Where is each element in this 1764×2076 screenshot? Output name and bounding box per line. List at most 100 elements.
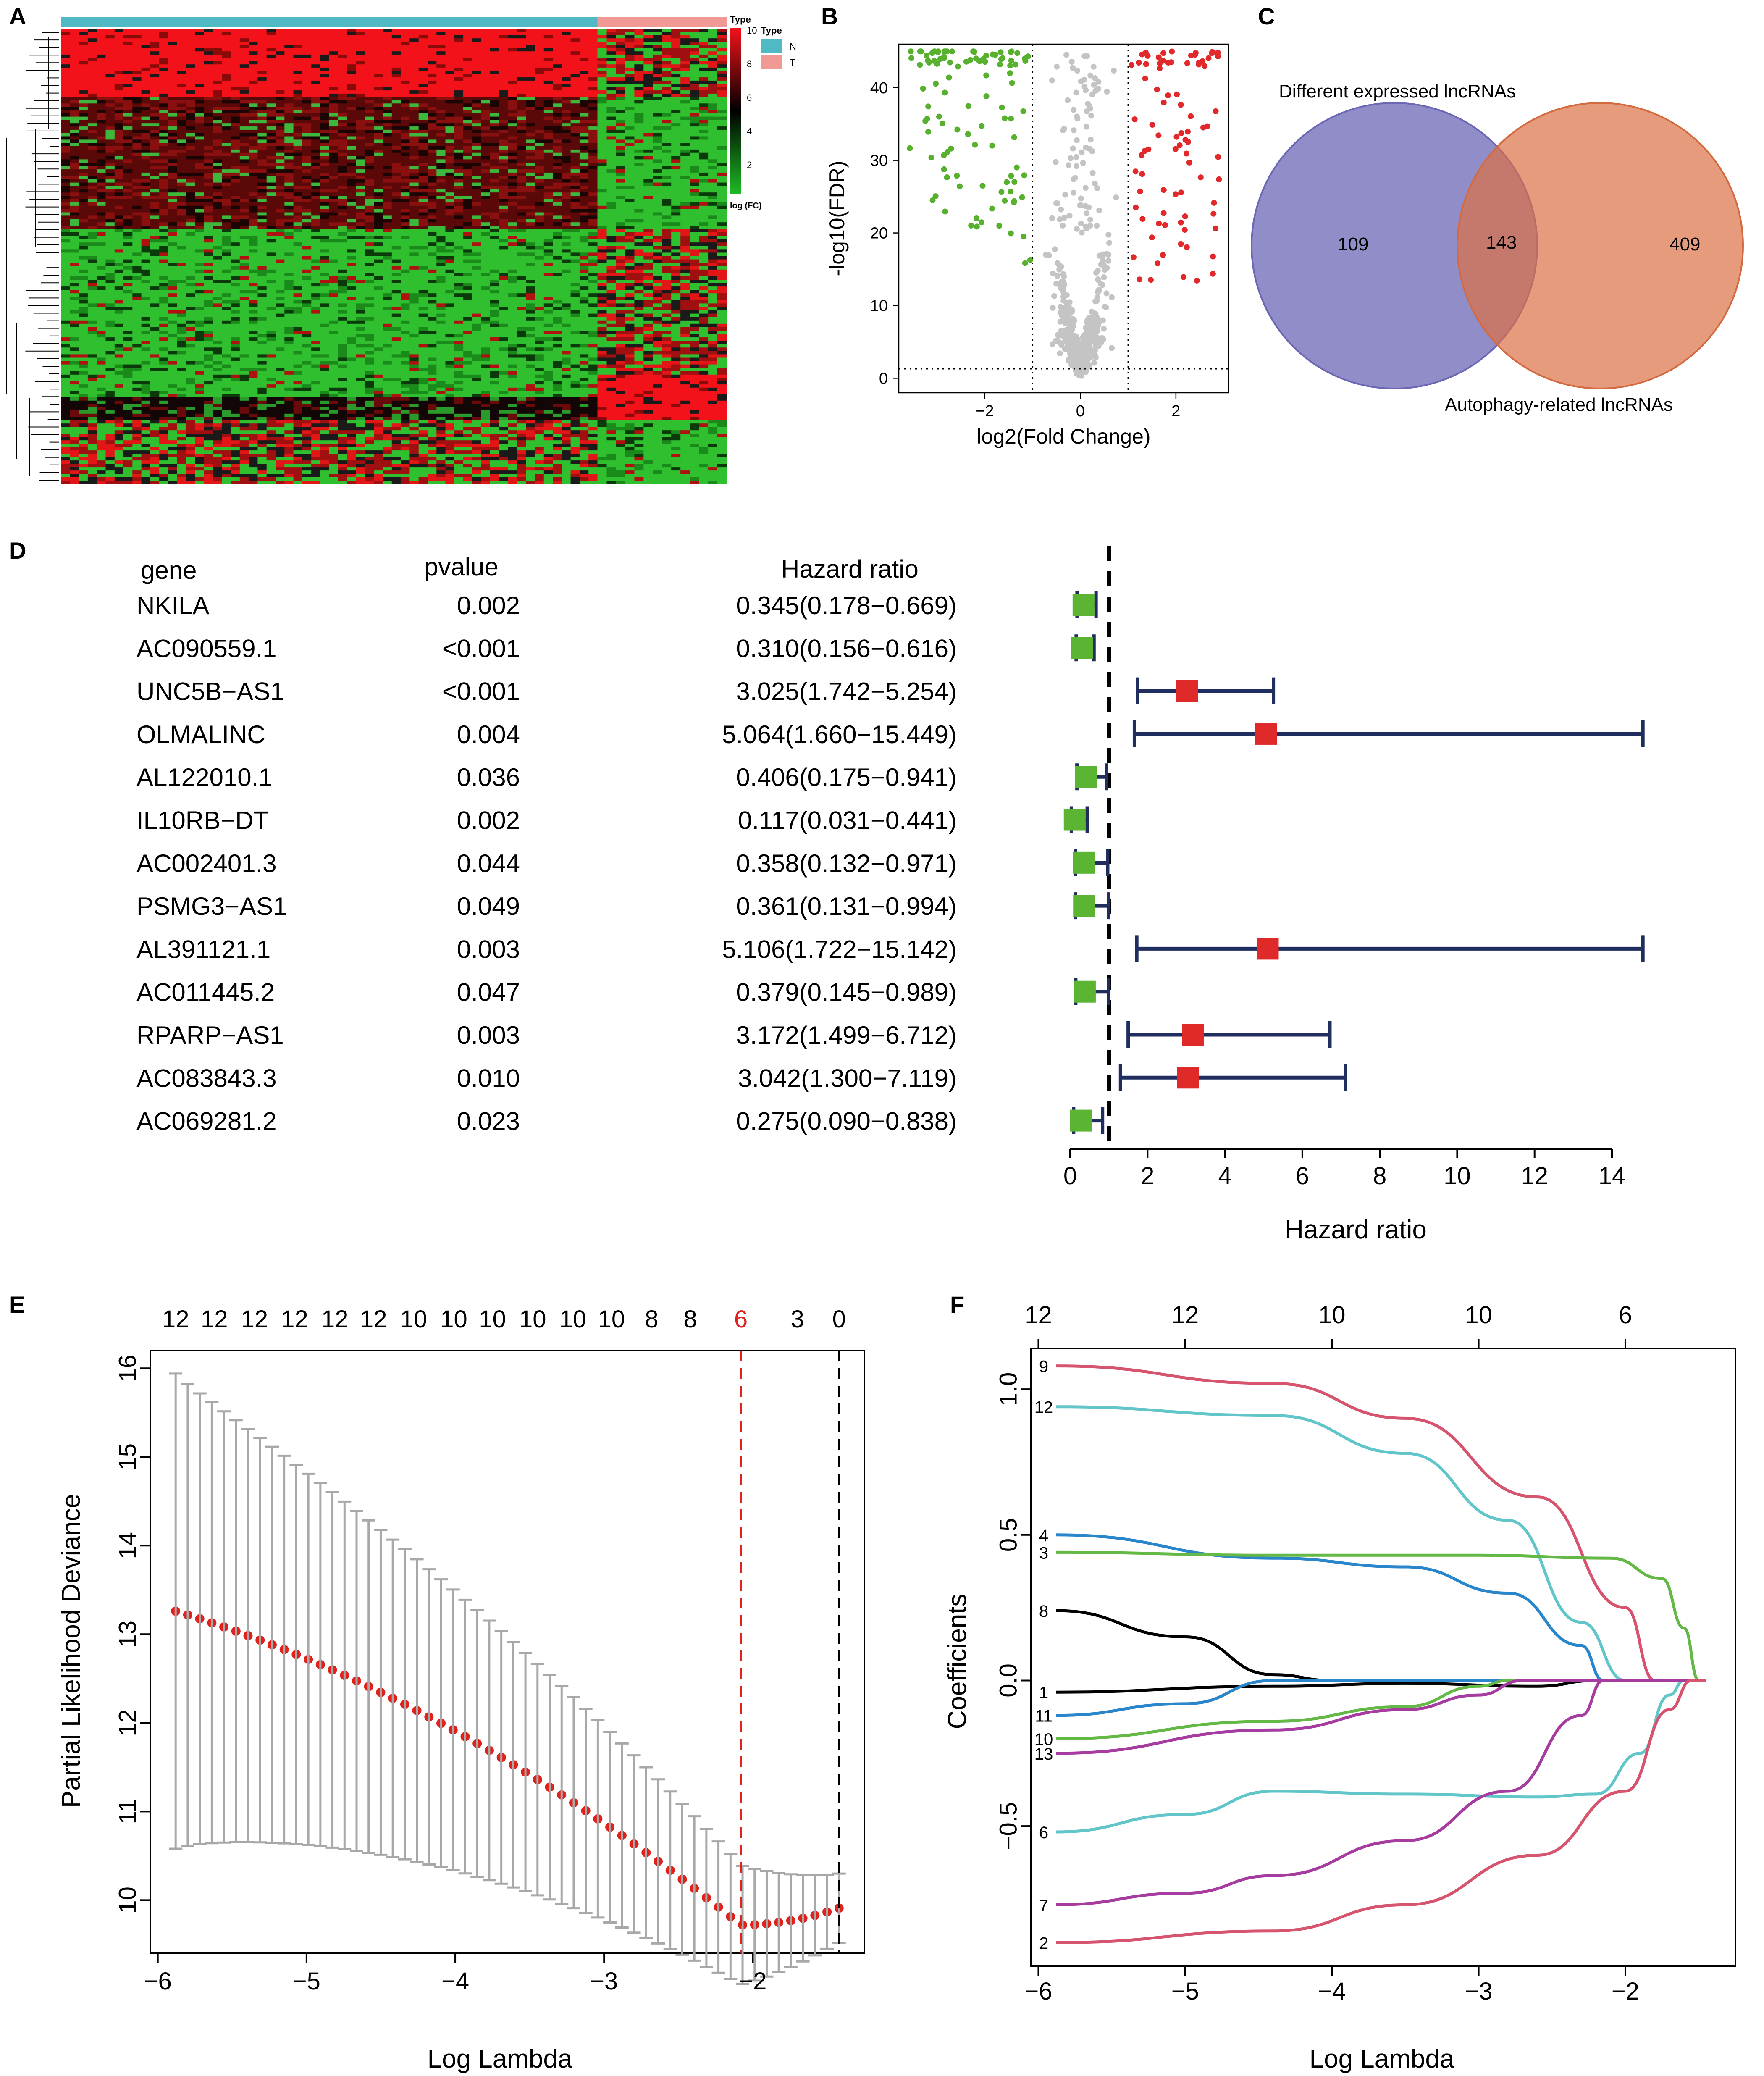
heatmap-cell <box>508 163 517 166</box>
heatmap-cell <box>222 123 231 127</box>
heatmap-cell <box>320 215 330 219</box>
heatmap-cell <box>293 242 303 246</box>
heatmap-cell <box>293 35 303 39</box>
heatmap-cell <box>508 212 517 216</box>
heatmap-cell <box>653 229 662 233</box>
heatmap-cell <box>472 139 482 143</box>
panel-label-f: F <box>950 1291 964 1318</box>
heatmap-cell <box>132 156 142 160</box>
heatmap-cell <box>266 97 276 100</box>
heatmap-cell <box>311 35 321 39</box>
heatmap-cell <box>690 51 699 55</box>
heatmap-cell <box>418 246 428 250</box>
heatmap-cell <box>472 100 482 104</box>
heatmap-cell <box>79 249 88 253</box>
heatmap-cell <box>699 42 709 45</box>
heatmap-cell <box>690 172 699 176</box>
heatmap-cell <box>508 149 517 153</box>
heatmap-cell <box>597 120 607 124</box>
heatmap-cell <box>401 64 410 68</box>
heatmap-cell <box>391 179 401 183</box>
heatmap-cell <box>356 236 365 239</box>
heatmap-cell <box>249 54 258 58</box>
heatmap-cell <box>213 219 222 223</box>
heatmap-cell <box>293 222 303 226</box>
heatmap-cell <box>671 110 681 114</box>
heatmap-cell <box>284 93 294 97</box>
heatmap-cell <box>643 77 653 81</box>
heatmap-cell <box>418 129 428 134</box>
heatmap-cell <box>553 202 562 206</box>
heatmap-cell <box>717 45 727 48</box>
heatmap-cell <box>320 120 330 124</box>
heatmap-cell <box>302 236 312 239</box>
heatmap-cell <box>284 35 294 39</box>
heatmap-cell <box>239 249 249 253</box>
heatmap-cell <box>177 67 186 71</box>
heatmap-cell <box>690 222 699 226</box>
heatmap-cell <box>535 186 544 189</box>
heatmap-cell <box>222 29 231 32</box>
heatmap-cell <box>454 110 464 114</box>
heatmap-cell <box>311 64 321 68</box>
heatmap-cell <box>508 192 517 196</box>
heatmap-cell <box>671 176 681 180</box>
heatmap-cell <box>543 152 553 157</box>
heatmap-cell <box>535 189 544 193</box>
heatmap-cell <box>338 143 347 147</box>
heatmap-cell <box>132 199 142 203</box>
heatmap-cell <box>717 77 727 81</box>
heatmap-cell <box>159 219 169 223</box>
heatmap-cell <box>329 103 339 107</box>
heatmap-cell <box>553 64 562 68</box>
heatmap-cell <box>606 133 617 137</box>
heatmap-cell <box>699 159 709 163</box>
heatmap-cell <box>499 159 509 163</box>
heatmap-cell <box>365 120 374 124</box>
heatmap-cell <box>87 97 97 100</box>
heatmap-cell <box>410 186 419 189</box>
heatmap-cell <box>680 166 690 170</box>
heatmap-cell <box>97 159 106 163</box>
heatmap-cell <box>445 176 455 180</box>
heatmap-cell <box>257 129 267 134</box>
heatmap-cell <box>293 51 303 55</box>
heatmap-cell <box>643 35 653 39</box>
heatmap-cell <box>114 61 124 65</box>
heatmap-cell <box>249 156 258 160</box>
heatmap-cell <box>553 77 562 81</box>
heatmap-cell <box>329 64 339 68</box>
heatmap-cell <box>625 229 635 233</box>
heatmap-cell <box>320 219 330 223</box>
heatmap-cell <box>717 215 727 219</box>
heatmap-cell <box>70 246 79 250</box>
heatmap-cell <box>606 74 617 78</box>
heatmap-cell <box>302 172 312 176</box>
heatmap-cell <box>87 51 97 55</box>
heatmap-cell <box>311 143 321 147</box>
heatmap-cell <box>481 182 491 187</box>
heatmap-cell <box>526 51 536 55</box>
heatmap-cell <box>472 239 482 243</box>
heatmap-cell <box>204 179 213 183</box>
heatmap-cell <box>276 192 285 196</box>
heatmap-cell <box>671 189 681 193</box>
heatmap-cell <box>671 179 681 183</box>
heatmap-cell <box>472 74 482 78</box>
heatmap-cell <box>195 215 205 219</box>
heatmap-cell <box>374 80 383 84</box>
heatmap-cell <box>276 61 285 65</box>
heatmap-cell <box>105 172 115 176</box>
heatmap-cell <box>338 136 347 140</box>
heatmap-cell <box>284 126 294 130</box>
heatmap-cell <box>436 35 446 39</box>
heatmap-cell <box>454 149 464 153</box>
heatmap-cell <box>680 182 690 187</box>
heatmap-cell <box>653 215 662 219</box>
heatmap-cell <box>311 179 321 183</box>
heatmap-cell <box>231 139 240 143</box>
heatmap-cell <box>445 71 455 74</box>
heatmap-cell <box>708 48 718 52</box>
heatmap-cell <box>699 232 709 236</box>
heatmap-cell <box>97 113 106 117</box>
